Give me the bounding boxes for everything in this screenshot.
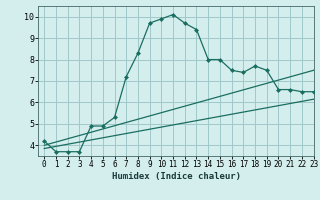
X-axis label: Humidex (Indice chaleur): Humidex (Indice chaleur) [111, 172, 241, 181]
